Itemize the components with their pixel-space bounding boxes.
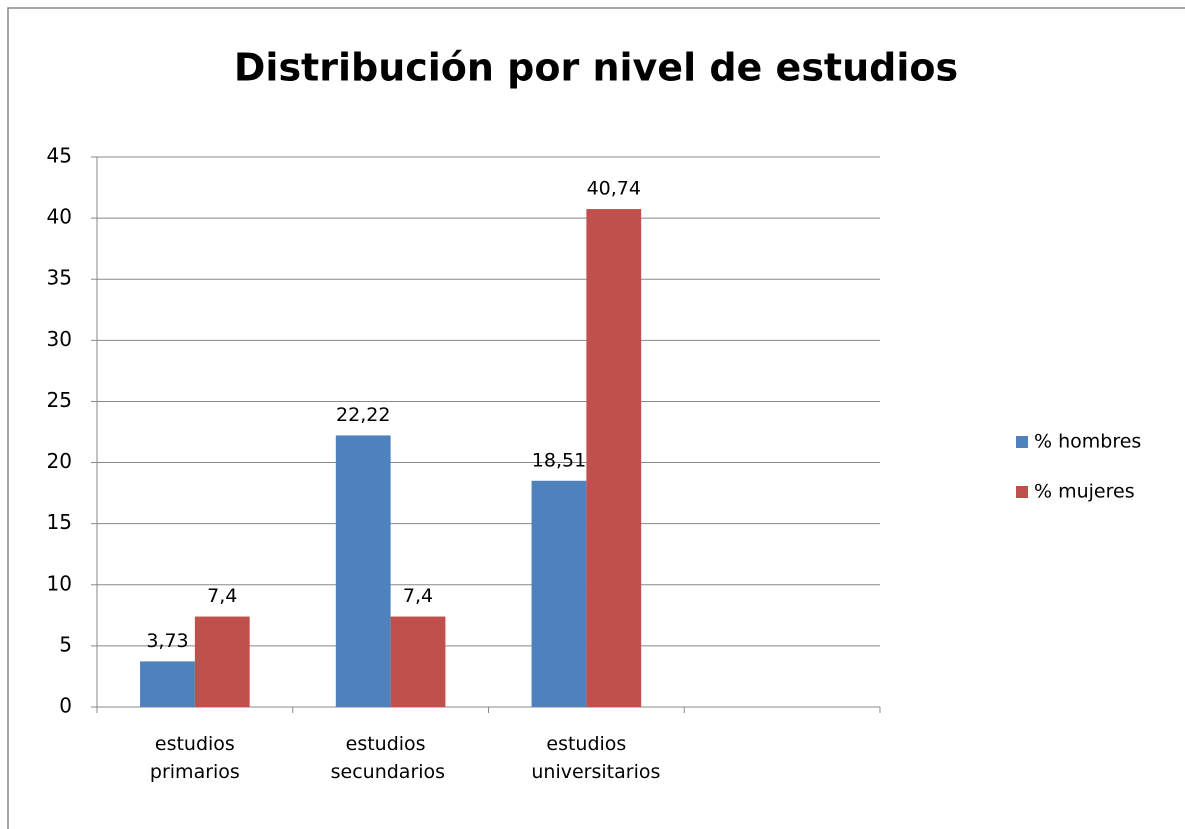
y-tick-label: 45	[47, 144, 72, 168]
data-label: 18,51	[532, 449, 586, 471]
y-tick-label: 20	[47, 449, 72, 473]
x-tick-label: estudios primarios	[149, 733, 240, 783]
x-tick-label: estudios universitarios	[531, 733, 661, 783]
data-label: 7,4	[403, 585, 433, 607]
data-label: 40,74	[587, 178, 641, 200]
bar	[390, 616, 446, 707]
bar	[531, 480, 587, 707]
x-tick-label: estudios secundarios	[330, 733, 446, 783]
data-label: 7,4	[207, 585, 237, 607]
y-tick-label: 25	[47, 388, 72, 412]
legend-swatch	[1016, 436, 1028, 448]
data-label: 22,22	[336, 404, 390, 426]
y-tick-label: 35	[47, 266, 72, 290]
bar	[140, 661, 195, 707]
data-label: 3,73	[146, 630, 188, 652]
y-tick-label: 5	[59, 632, 72, 656]
y-tick-label: 15	[47, 510, 72, 534]
y-tick-label: 10	[47, 571, 72, 595]
y-tick-label: 0	[59, 694, 72, 718]
y-tick-label: 40	[47, 205, 72, 229]
bar	[586, 209, 642, 708]
legend-label: % mujeres	[1034, 481, 1135, 503]
chart-title: Distribución por nivel de estudios	[234, 46, 958, 90]
bar	[335, 435, 391, 707]
legend-label: % hombres	[1034, 431, 1141, 453]
y-tick-label: 30	[47, 327, 72, 351]
legend-swatch	[1016, 486, 1028, 498]
bar	[194, 616, 250, 707]
